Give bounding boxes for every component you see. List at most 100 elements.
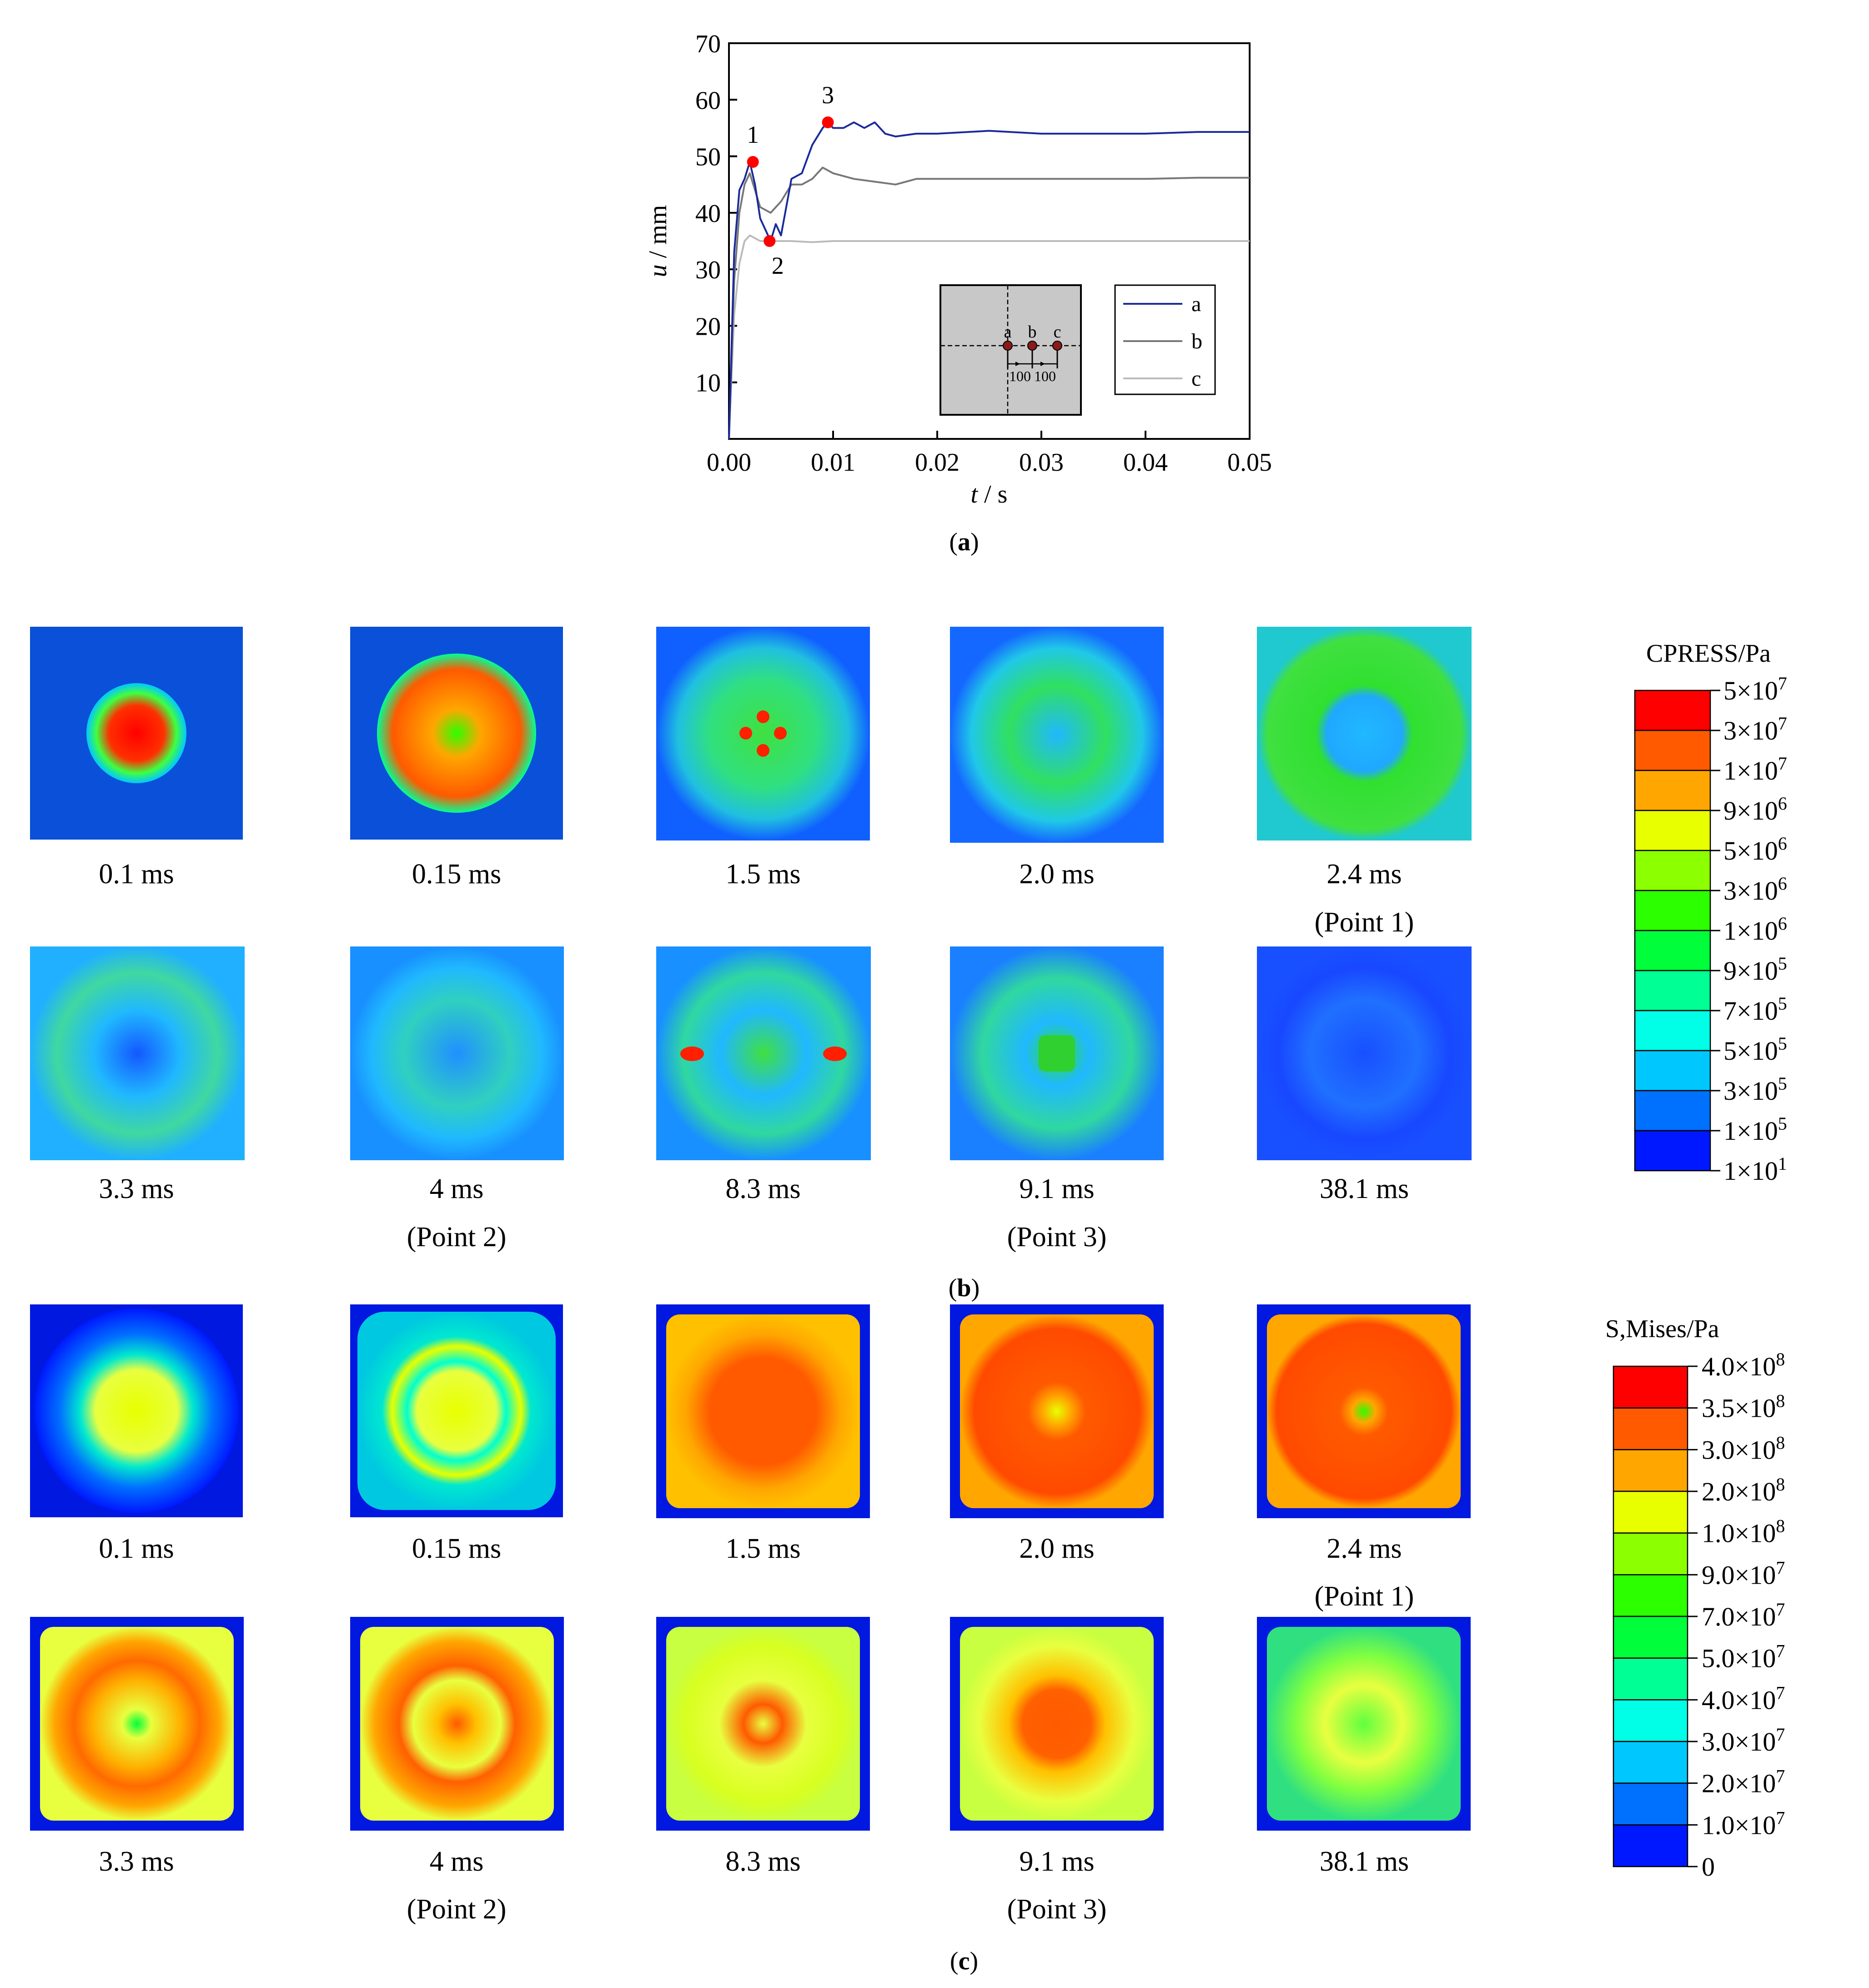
- cpress-time-label: 9.1 ms: [1019, 1173, 1094, 1204]
- x-axis-ticks: 0.00 0.01 0.02 0.03 0.04 0.05: [707, 431, 1272, 477]
- y-tick-label: 60: [695, 86, 721, 115]
- mises-legend-label: 2.0×108: [1702, 1474, 1785, 1506]
- cpress-legend-swatch: [1634, 1090, 1711, 1132]
- cpress-legend-swatch: [1634, 970, 1711, 1012]
- mises-map-38.1ms: [1257, 1617, 1471, 1831]
- mises-time-label: 1.5 ms: [725, 1533, 800, 1564]
- mises-legend-label: 0: [1702, 1852, 1715, 1882]
- cpress-legend-swatch: [1634, 850, 1711, 891]
- cpress-legend-swatch: [1634, 930, 1711, 971]
- mises-map-2.4ms: [1257, 1304, 1471, 1518]
- cpress-map-4ms: [350, 946, 564, 1160]
- cpress-map-1.5ms: [656, 627, 870, 840]
- cpress-map-3.3ms: [30, 946, 245, 1160]
- mises-legend-swatch: [1613, 1449, 1688, 1492]
- mises-point-label: (Point 3): [1007, 1894, 1107, 1925]
- mises-map-1.5ms: [656, 1304, 870, 1518]
- mises-legend-label: 3.0×108: [1702, 1432, 1785, 1465]
- inset-point-c: [1052, 341, 1062, 351]
- mises-map-0.1ms: [30, 1304, 243, 1517]
- mises-time-label: 2.4 ms: [1326, 1533, 1402, 1564]
- cpress-legend-swatch: [1634, 770, 1711, 811]
- inset-point-a: [1003, 341, 1013, 351]
- cpress-legend-swatches: [1634, 690, 1711, 1172]
- marker-label-3: 3: [822, 81, 834, 109]
- mises-legend-label: 3.0×107: [1702, 1724, 1785, 1756]
- mises-map-8.3ms: [656, 1617, 870, 1831]
- mises-time-label: 3.3 ms: [99, 1846, 174, 1877]
- series-line-b: [728, 166, 1250, 439]
- mises-legend-label: 7.0×107: [1702, 1599, 1785, 1631]
- inset-spacing-2: 100: [1034, 368, 1056, 384]
- x-tick-label: 0.04: [1123, 448, 1168, 477]
- cpress-map-9.1ms: [950, 946, 1164, 1160]
- mises-point-label: (Point 1): [1315, 1581, 1414, 1612]
- y-tick-label: 10: [695, 369, 721, 398]
- chart-legend: a b c: [1114, 284, 1216, 395]
- mises-legend-swatch: [1613, 1616, 1688, 1659]
- cpress-captions: 0.1 ms 0.15 ms 1.5 ms 2.0 ms 2.4 ms (Poi…: [99, 859, 1414, 1253]
- mises-legend-swatch: [1613, 1699, 1688, 1742]
- cpress-legend-swatch: [1634, 1130, 1711, 1172]
- y-tick-label: 30: [695, 256, 721, 284]
- mises-map-2.0ms: [950, 1304, 1164, 1518]
- cpress-legend-label: 3×105: [1723, 1073, 1787, 1106]
- cpress-map-0.1ms: [30, 627, 243, 840]
- inset-arrow-1: [1015, 362, 1020, 366]
- series-line-c: [728, 234, 1250, 439]
- inset-arrow-2: [1040, 362, 1045, 366]
- cpress-point-label: (Point 3): [1007, 1222, 1107, 1253]
- cpress-time-label: 2.0 ms: [1019, 859, 1094, 890]
- inset-label-a: a: [1004, 322, 1012, 342]
- series-markers: 1 2 3: [747, 81, 834, 279]
- cpress-map-8.3ms: [656, 946, 871, 1160]
- cpress-time-label: 0.1 ms: [99, 859, 174, 890]
- cpress-legend-label: 3×106: [1723, 873, 1787, 906]
- mises-map-3.3ms: [30, 1617, 244, 1831]
- x-tick-label: 0.02: [915, 448, 960, 477]
- y-axis-ticks: 10 20 30 40 50 60 70: [695, 30, 737, 398]
- inset-point-b: [1027, 341, 1037, 351]
- mises-legend-labels: 4.0×108 3.5×108 3.0×108 2.0×108 1.0×108 9.0×1…: [1688, 1349, 1785, 1882]
- mises-captions: 0.1 ms 0.15 ms 1.5 ms 2.0 ms 2.4 ms (Poi…: [99, 1533, 1414, 1925]
- cpress-legend-label: 9×106: [1723, 793, 1787, 825]
- cpress-time-label: 4 ms: [430, 1173, 484, 1204]
- mises-legend-swatch: [1613, 1657, 1688, 1701]
- inset-label-b: b: [1028, 322, 1037, 342]
- cpress-time-label: 3.3 ms: [99, 1173, 174, 1204]
- mises-legend-swatch: [1613, 1407, 1688, 1450]
- cpress-map-0.15ms: [350, 627, 563, 840]
- inset-schematic: a b c 100 100: [940, 284, 1082, 416]
- cpress-legend-label: 7×105: [1723, 993, 1787, 1026]
- x-tick-label: 0.05: [1227, 448, 1272, 477]
- mises-legend-swatch: [1613, 1532, 1688, 1575]
- inset-label-c: c: [1054, 322, 1061, 342]
- mises-legend-swatch: [1613, 1741, 1688, 1784]
- legend-label-b: b: [1191, 329, 1202, 353]
- cpress-legend-labels: 5×107 3×107 1×107 9×106 5×106 3×106 1×106 9×105…: [1710, 673, 1787, 1186]
- y-tick-label: 40: [695, 200, 721, 228]
- cpress-map-38.1ms: [1257, 946, 1472, 1160]
- mises-legend: S,Mises/Pa 4.0×108 3.5×108 3.0×108 2.0×108 1…: [1605, 1315, 1785, 1882]
- cpress-legend-swatch: [1634, 890, 1711, 931]
- mises-time-label: 4 ms: [430, 1846, 484, 1877]
- cpress-legend-label: 1×107: [1723, 753, 1787, 785]
- cpress-map-2.4ms: [1257, 627, 1472, 840]
- y-tick-label: 70: [695, 30, 721, 58]
- mises-legend-label: 2.0×107: [1702, 1766, 1785, 1798]
- mises-map-0.15ms: [350, 1304, 563, 1517]
- panel-a-caption: (a): [949, 528, 979, 556]
- mises-time-label: 0.1 ms: [99, 1533, 174, 1564]
- mises-contour-grid: [30, 1304, 1471, 1831]
- cpress-time-label: 8.3 ms: [725, 1173, 800, 1204]
- mises-time-label: 0.15 ms: [412, 1533, 501, 1564]
- cpress-legend-label: 1×101: [1723, 1153, 1787, 1186]
- mises-time-label: 2.0 ms: [1019, 1533, 1094, 1564]
- cpress-time-label: 0.15 ms: [412, 859, 501, 890]
- cpress-point-label: (Point 1): [1315, 907, 1414, 938]
- y-axis-label: u / mm: [644, 205, 672, 277]
- cpress-legend-title: CPRESS/Pa: [1646, 639, 1771, 668]
- cpress-legend: CPRESS/Pa 5×107 3×107 1×107 9×106 5×106 3×106…: [1634, 639, 1787, 1186]
